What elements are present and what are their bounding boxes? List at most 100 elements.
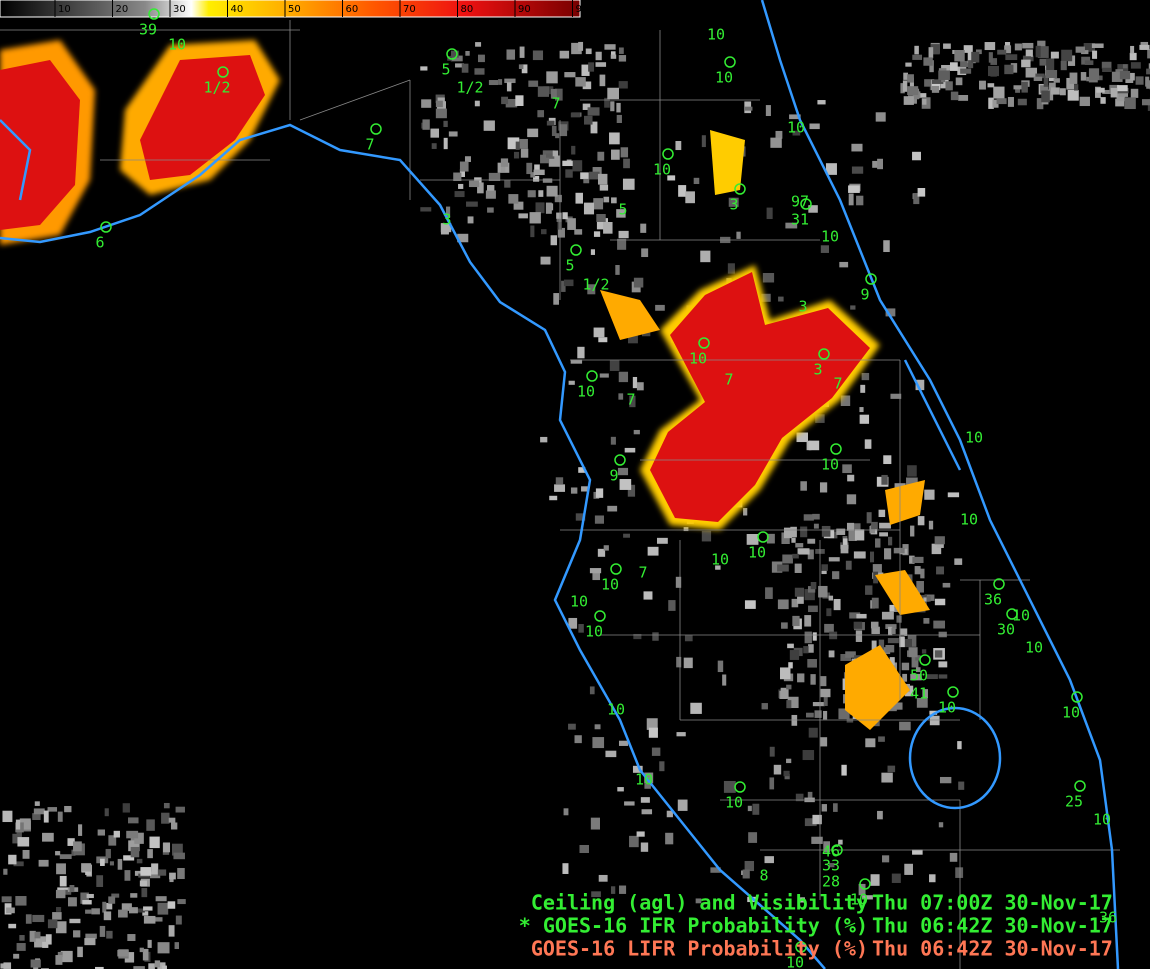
cloud-pixel xyxy=(574,229,583,235)
cloud-pixel xyxy=(765,587,773,599)
cloud-pixel xyxy=(609,360,620,371)
cloud-pixel xyxy=(864,439,872,449)
cloud-pixel xyxy=(1053,78,1060,83)
station-marker xyxy=(370,123,382,135)
cloud-pixel xyxy=(641,248,649,258)
cloud-pixel xyxy=(797,591,804,604)
cloud-pixel xyxy=(950,91,959,101)
cloud-pixel xyxy=(459,161,469,172)
cloud-pixel xyxy=(157,869,167,876)
cloud-pixel xyxy=(538,190,544,197)
cloud-pixel xyxy=(746,533,759,545)
cloud-pixel xyxy=(917,188,926,197)
cloud-pixel xyxy=(795,543,804,548)
colorbar-label: 50 xyxy=(288,4,301,15)
cloud-pixel xyxy=(1086,76,1091,82)
station-label: 10 xyxy=(711,551,729,569)
cloud-pixel xyxy=(623,533,631,538)
cloud-pixel xyxy=(1124,97,1136,110)
cloud-pixel xyxy=(949,62,958,71)
station-label: 10 xyxy=(689,350,707,368)
cloud-pixel xyxy=(1116,93,1126,102)
cloud-pixel xyxy=(455,63,465,68)
cloud-pixel xyxy=(807,538,816,544)
cloud-pixel xyxy=(1135,76,1144,85)
cloud-pixel xyxy=(592,167,602,176)
cloud-pixel xyxy=(907,74,914,83)
station-marker xyxy=(734,183,746,195)
cloud-pixel xyxy=(1129,72,1135,81)
cloud-pixel xyxy=(570,359,583,364)
cloud-pixel xyxy=(912,849,923,855)
cloud-pixel xyxy=(805,712,814,718)
cloud-pixel xyxy=(555,477,564,485)
cloud-pixel xyxy=(789,114,801,120)
cloud-pixel xyxy=(872,160,880,168)
cloud-pixel xyxy=(546,120,555,126)
station-marker xyxy=(947,686,959,698)
cloud-pixel xyxy=(791,537,796,543)
cloud-pixel xyxy=(1021,81,1028,93)
cloud-pixel xyxy=(885,624,897,629)
cloud-pixel xyxy=(570,112,581,118)
station-label: 3 xyxy=(729,196,738,214)
cloud-pixel xyxy=(818,585,828,598)
cloud-pixel xyxy=(742,869,750,879)
cloud-pixel xyxy=(855,630,863,642)
cloud-pixel xyxy=(55,851,61,856)
cloud-pixel xyxy=(483,120,495,131)
cloud-pixel xyxy=(891,702,903,710)
cloud-pixel xyxy=(468,180,480,188)
cloud-pixel xyxy=(133,966,145,969)
station-label: 10 xyxy=(707,26,725,44)
cloud-pixel xyxy=(695,898,702,904)
station-label: 10 xyxy=(850,891,868,909)
cloud-pixel xyxy=(91,908,100,915)
cloud-pixel xyxy=(851,143,863,152)
cloud-pixel xyxy=(808,727,818,738)
cloud-pixel xyxy=(505,98,518,108)
cloud-pixel xyxy=(766,533,775,544)
station-label: 10 xyxy=(607,701,625,719)
cloud-pixel xyxy=(988,52,993,63)
cloud-pixel xyxy=(562,160,573,167)
cloud-pixel xyxy=(914,566,921,575)
cloud-pixel xyxy=(809,123,820,130)
station-marker xyxy=(795,941,807,953)
cloud-pixel xyxy=(592,737,605,749)
cloud-pixel xyxy=(807,549,814,560)
cloud-pixel xyxy=(821,568,827,575)
cloud-pixel xyxy=(599,373,609,378)
cloud-pixel xyxy=(550,88,557,99)
cloud-pixel xyxy=(32,813,41,820)
cloud-pixel xyxy=(893,547,905,554)
cloud-pixel xyxy=(578,41,584,51)
cloud-pixel xyxy=(715,565,721,570)
cloud-pixel xyxy=(610,54,617,59)
cloud-pixel xyxy=(1050,51,1059,59)
cloud-pixel xyxy=(575,192,583,204)
cloud-pixel xyxy=(459,169,465,178)
cloud-pixel xyxy=(804,615,812,627)
cloud-pixel xyxy=(149,871,161,879)
station-label: 8 xyxy=(759,867,768,885)
cloud-pixel xyxy=(640,223,647,233)
cloud-pixel xyxy=(819,482,828,493)
cloud-pixel xyxy=(860,384,866,393)
cloud-pixel xyxy=(938,674,948,679)
cloud-pixel xyxy=(610,886,616,894)
cloud-pixel xyxy=(118,909,128,918)
cloud-pixel xyxy=(916,698,928,708)
cloud-pixel xyxy=(640,797,650,803)
cloud-pixel xyxy=(915,379,925,391)
cloud-pixel xyxy=(769,777,775,790)
cloud-pixel xyxy=(163,802,170,809)
cloud-pixel xyxy=(808,605,818,613)
cloud-pixel xyxy=(56,863,66,875)
cloud-pixel xyxy=(420,66,428,71)
cloud-pixel xyxy=(677,799,688,811)
cloud-pixel xyxy=(633,277,644,288)
cloud-pixel xyxy=(808,205,818,213)
station-label: 10 xyxy=(938,699,956,717)
cloud-pixel xyxy=(17,837,30,847)
